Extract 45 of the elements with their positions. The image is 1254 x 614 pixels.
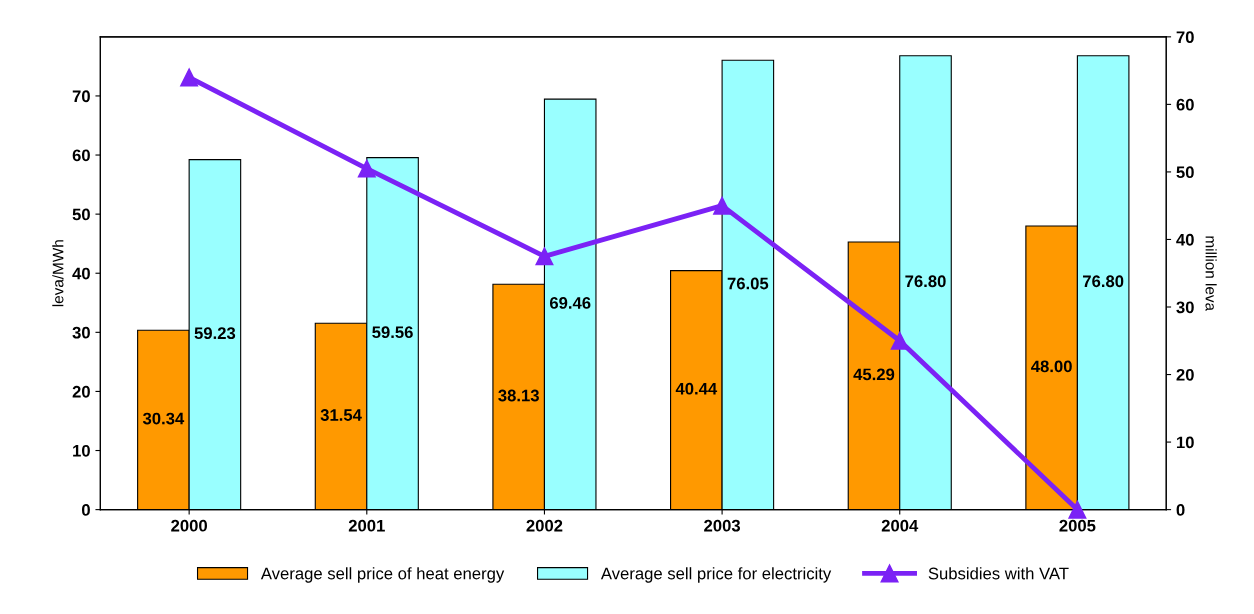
y-tick-label: 20 xyxy=(72,385,90,398)
legend-label: Average sell price of heat energy xyxy=(260,567,505,583)
y2-tick-label: 50 xyxy=(1176,166,1194,179)
y-tick-label: 60 xyxy=(72,149,90,162)
y2-tick-label: 10 xyxy=(1176,436,1194,449)
x-tick-label: 2005 xyxy=(1059,519,1096,532)
x-tick-label: 2004 xyxy=(881,519,919,532)
y2-tick-label: 30 xyxy=(1176,301,1194,314)
y-tick-label: 0 xyxy=(81,504,90,516)
point xyxy=(1068,500,1087,519)
y2-axis-title: million leva xyxy=(1205,236,1217,312)
data-label: 76.05 xyxy=(727,277,769,290)
legend-label: Subsidies with VAT xyxy=(928,567,1069,580)
data-label: 31.54 xyxy=(320,409,362,421)
y2-tick-label: 20 xyxy=(1176,368,1194,381)
point xyxy=(890,331,909,350)
data-label: 48.00 xyxy=(1031,360,1072,373)
point xyxy=(713,196,732,215)
y-tick-label: 10 xyxy=(73,444,90,457)
data-label: 30.34 xyxy=(142,412,185,425)
point xyxy=(180,68,199,87)
y-tick-label: 50 xyxy=(72,208,90,221)
y2-tick-label: 70 xyxy=(1176,31,1194,44)
data-label: 38.13 xyxy=(498,389,539,402)
x-tick-label: 2000 xyxy=(171,519,207,532)
data-label: 40.44 xyxy=(675,382,718,395)
y-tick-label: 30 xyxy=(72,326,90,339)
y2-tick-label: 40 xyxy=(1176,233,1194,246)
y-tick-label: 70 xyxy=(72,90,90,103)
y2-tick-label: 60 xyxy=(1176,98,1194,111)
x-tick-label: 2001 xyxy=(348,519,385,532)
data-label: 76.80 xyxy=(1083,275,1124,288)
data-label: 69.46 xyxy=(549,297,591,309)
data-label: 76.80 xyxy=(905,275,946,288)
x-tick-label: 2003 xyxy=(704,519,741,532)
y2-tick-label: 0 xyxy=(1176,504,1185,516)
data-label: 45.29 xyxy=(853,368,895,381)
y-axis-title: leva/MWh xyxy=(52,240,64,307)
point xyxy=(535,247,554,266)
y-tick-label: 40 xyxy=(72,267,90,280)
x-tick-label: 2002 xyxy=(526,519,563,532)
point xyxy=(357,159,376,178)
data-label: 59.56 xyxy=(372,326,413,339)
data-label: 59.23 xyxy=(194,327,236,340)
legend-label: Average sell price for electricity xyxy=(600,567,832,583)
